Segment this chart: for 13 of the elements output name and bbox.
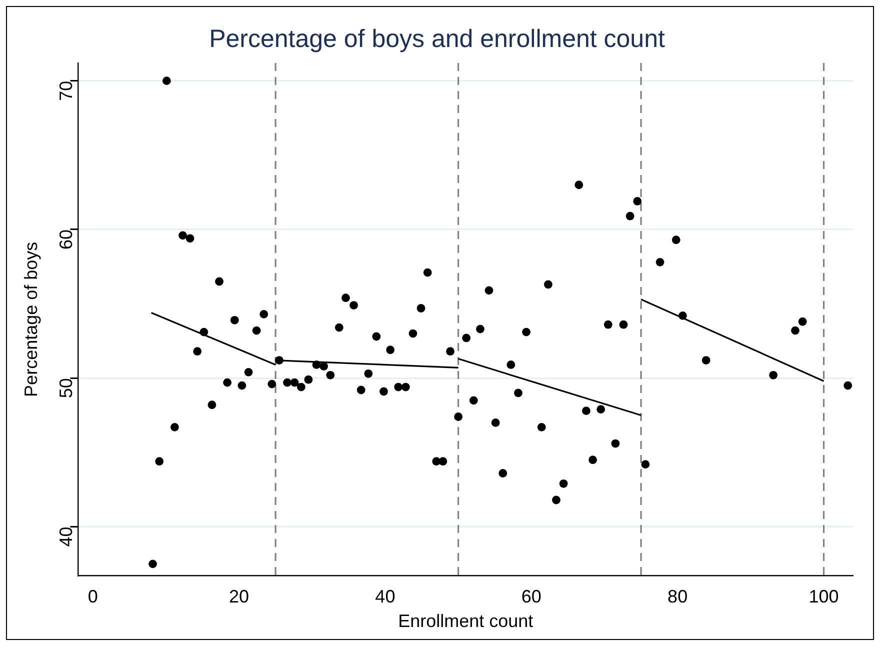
x-tick-label: 60	[521, 586, 542, 607]
y-tick-label: 40	[56, 526, 76, 547]
x-axis-title: Enrollment count	[398, 611, 534, 632]
x-tick-label: 20	[228, 586, 250, 607]
chart-title: Percentage of boys and enrollment count	[209, 24, 665, 53]
y-axis-title: Percentage of boys	[20, 242, 41, 397]
x-tick-label: 80	[668, 586, 688, 607]
y-tick-label: 50	[56, 378, 76, 398]
x-tick-label: 40	[375, 586, 396, 607]
x-tick-label: 100	[808, 586, 839, 607]
y-tick-label: 70	[56, 80, 76, 101]
y-tick-label: 60	[56, 229, 76, 250]
x-tick-label: 0	[88, 586, 98, 607]
